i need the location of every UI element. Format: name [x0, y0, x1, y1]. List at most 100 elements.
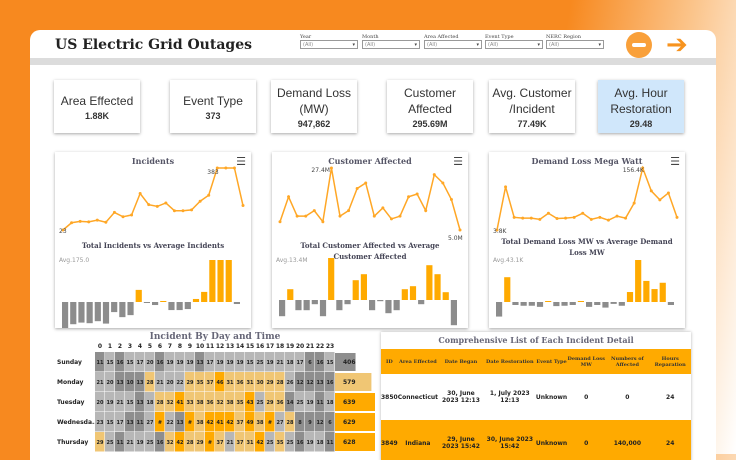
filter-0[interactable]: Year (All) ▾: [300, 34, 358, 49]
bar: [594, 302, 601, 306]
column-header[interactable]: Area Effected: [397, 349, 439, 374]
minus-circle-icon[interactable]: [626, 32, 652, 58]
heatmap-cell: [205, 392, 215, 412]
filter-4[interactable]: NERC Region (All) ▾: [546, 34, 604, 49]
heatmap-cell: [295, 352, 305, 372]
table-row[interactable]: 3849 Indiana 29, June 2023 15:42 30, June 2…: [381, 420, 691, 460]
hour-label: 6: [158, 343, 162, 350]
table-row[interactable]: 3850 Connecticut 30, June 2023 12:13 1, Jul…: [381, 374, 691, 420]
hour-label: 13: [226, 343, 234, 350]
filter-2[interactable]: Area Affected (All) ▾: [424, 34, 482, 49]
cell-value: 19: [307, 440, 314, 446]
filter-select[interactable]: (All) ▾: [362, 40, 420, 49]
column-header[interactable]: Hours Reparation: [649, 349, 691, 374]
kpi-value: 29.48: [629, 118, 653, 129]
heatmap-incident-by-day-time: Incident By Day and Time 0 1 2 3 4 5 6 7 8 9 10 11 1…: [55, 332, 377, 460]
bar: [512, 302, 519, 306]
heatmap-cell: [235, 372, 245, 392]
hour-label: 2: [118, 343, 122, 350]
heatmap-cell: [255, 432, 265, 452]
bar-chart-title: Total Incidents vs Average Incidents: [81, 241, 225, 250]
heatmap-cell: [195, 372, 205, 392]
line-point: [398, 214, 402, 218]
bar: [86, 302, 93, 324]
menu-icon[interactable]: ☰: [453, 155, 463, 168]
line-point: [641, 166, 645, 170]
heatmap-cell: [115, 432, 125, 452]
heatmap-cell: [135, 372, 145, 392]
heatmap-cell: [295, 392, 305, 412]
line-point: [121, 215, 125, 219]
incident-detail-table: Comprehensive List of Each Incident Deta…: [381, 332, 691, 460]
bar: [450, 300, 457, 326]
avg-label: Avg.13.4M: [276, 257, 308, 264]
heatmap-cell: [155, 372, 165, 392]
chevron-down-icon: ▾: [352, 42, 355, 48]
menu-icon[interactable]: ☰: [670, 155, 680, 168]
cell-value: 38: [197, 420, 204, 426]
bar: [553, 302, 560, 307]
column-header[interactable]: Date Restoration: [483, 349, 536, 374]
heatmap-cell: [305, 372, 315, 392]
heatmap-cell: [105, 352, 115, 372]
heatmap-cell: [105, 392, 115, 412]
cell-value: 38: [257, 420, 264, 426]
cell-value: 17: [207, 360, 214, 366]
line-point: [372, 214, 376, 218]
column-header[interactable]: Date Began: [438, 349, 484, 374]
heatmap-cell: [295, 372, 305, 392]
line-point: [87, 220, 91, 224]
cell-value: 9: [308, 420, 312, 426]
page-title: US Electric Grid Outages: [55, 37, 252, 53]
heatmap-cell: [285, 372, 295, 392]
column-header[interactable]: Numbers of Affected: [605, 349, 650, 374]
cell-value: 29: [267, 400, 274, 406]
cell-value: 21: [97, 380, 104, 386]
chart-title: Customer Affected: [328, 156, 412, 166]
filter-select[interactable]: (All) ▾: [485, 40, 543, 49]
column-header[interactable]: ID: [381, 349, 398, 374]
cell-value: #: [268, 420, 272, 426]
arrow-right-icon[interactable]: ➔: [666, 30, 688, 60]
heatmap-cell: [165, 432, 175, 452]
heatmap-cell: [175, 352, 185, 372]
line-point: [449, 198, 453, 202]
cell-value: 25: [257, 400, 264, 406]
hour-label: 20: [296, 343, 304, 350]
kpi-label: Customer Affected: [403, 85, 456, 116]
column-header[interactable]: Event Type: [535, 349, 568, 374]
column-header[interactable]: Demand Loss MW: [567, 349, 606, 374]
total-value: 629: [343, 419, 356, 426]
hour-label: 1: [108, 343, 112, 350]
filter-1[interactable]: Month (All) ▾: [362, 34, 420, 49]
line-point: [329, 166, 333, 170]
cell-value: 13: [317, 380, 324, 386]
line-point: [432, 173, 436, 177]
bar: [160, 300, 167, 302]
cell-value: 31: [227, 380, 234, 386]
heatmap-cell: [115, 352, 125, 372]
heatmap-cell: [195, 392, 205, 412]
table-cell: 0: [567, 420, 606, 460]
cell-value: 25: [107, 440, 114, 446]
heatmap-cell: [235, 392, 245, 412]
cell-value: 41: [217, 420, 224, 426]
line-point: [198, 199, 202, 203]
filter-select[interactable]: (All) ▾: [300, 40, 358, 49]
menu-icon[interactable]: ☰: [236, 155, 246, 168]
bar: [409, 286, 417, 300]
line-point: [624, 216, 628, 220]
heatmap-cell: [135, 392, 145, 412]
cell-value: 28: [277, 380, 284, 386]
bar: [225, 260, 232, 302]
filter-label: Area Affected: [424, 34, 459, 40]
line-series: [62, 167, 244, 231]
cell-value: 15: [247, 360, 254, 366]
filter-3[interactable]: Event Type (All) ▾: [485, 34, 543, 49]
filter-select[interactable]: (All) ▾: [546, 40, 604, 49]
cell-value: 15: [327, 360, 334, 366]
line-point: [632, 201, 636, 205]
cell-value: #: [158, 420, 162, 426]
heatmap-cell: [235, 352, 245, 372]
filter-select[interactable]: (All) ▾: [424, 40, 482, 49]
